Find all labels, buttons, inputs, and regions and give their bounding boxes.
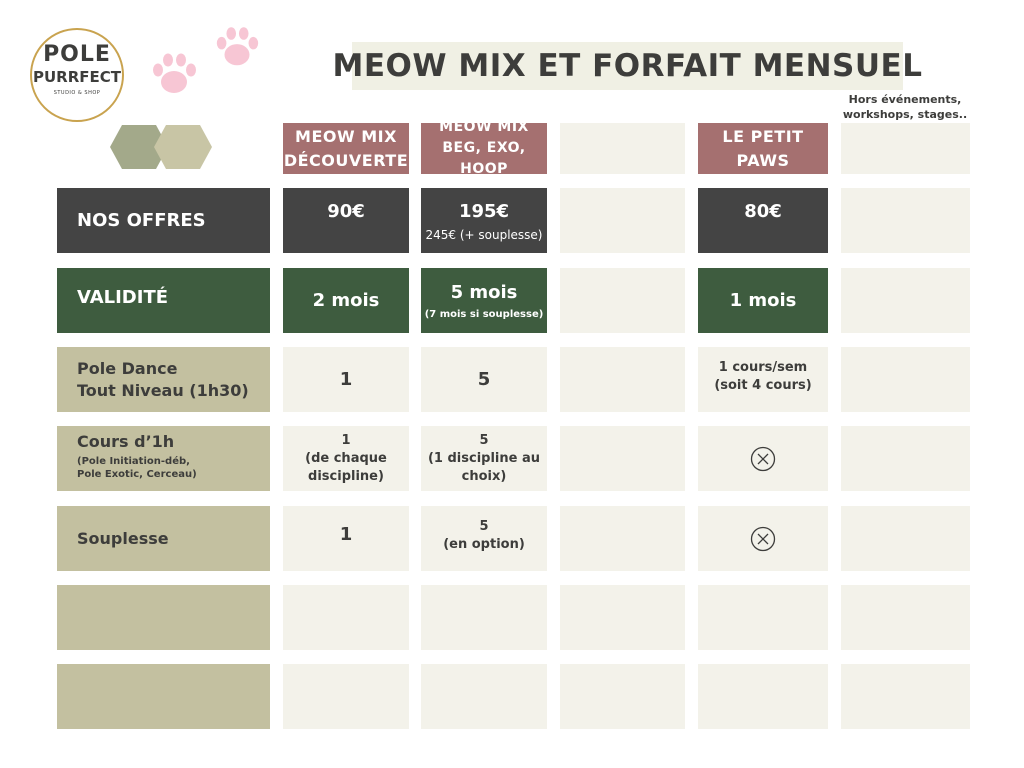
count-cell: 1 cours/sem (soit 4 cours) [698,347,828,412]
price-subtext: 245€ (+ souplesse) [425,228,543,242]
column-header-line1: MEOW MIX [295,126,397,146]
validity-cell: 1 mois [698,268,828,333]
page-title: MEOW MIX ET FORFAIT MENSUEL [332,48,923,84]
count-cell: 1 (de chaque discipline) [283,426,409,491]
price-cell: 80€ [698,188,828,253]
row-label-cours-1h: Cours d’1h (Pole Initiation-déb, Pole Ex… [57,426,270,491]
count-cell: 5 (en option) [421,506,547,571]
empty-cell [841,268,970,333]
empty-cell [841,506,970,571]
column-header-line1: LE PETIT [722,126,804,146]
row-label-text: Pole Dance [77,358,178,378]
row-label-souplesse: Souplesse [57,506,270,571]
empty-cell [841,188,970,253]
column-header-empty [841,123,970,174]
empty-cell [560,506,685,571]
studio-logo [30,28,124,122]
column-header-line2: DÉCOUVERTE [283,150,409,170]
column-header-decouverte: MEOW MIX DÉCOUVERTE [283,123,409,174]
empty-cell [841,664,970,729]
count-subtext: discipline) [308,468,384,484]
validity-cell: 5 mois (7 mois si souplesse) [421,268,547,333]
title-background [352,42,903,90]
price-value: 80€ [744,201,782,222]
column-header-empty [560,123,685,174]
count-value: 1 [339,524,353,545]
hexagon-decoration [110,125,212,169]
price-cell: 90€ [283,188,409,253]
empty-cell [560,585,685,650]
logo-text-pole: POLE [43,42,111,67]
count-cell: 1 [283,506,409,571]
count-cell: 5 [421,347,547,412]
count-value: 1 cours/sem [718,360,808,375]
not-included-cell [698,506,828,571]
row-label-subtext: Pole Exotic, Cerceau) [77,469,197,480]
column-header-line2: PAWS [736,150,790,170]
validity-cell: 2 mois [283,268,409,333]
count-cell: 1 [283,347,409,412]
column-header-line1: MEOW MIX [439,119,529,135]
row-label-text: NOS OFFRES [77,210,206,231]
empty-cell [560,347,685,412]
row-label-text: Souplesse [77,528,169,548]
empty-cell [698,664,828,729]
row-label-text: VALIDITÉ [77,287,169,308]
circle-x-icon [750,526,776,551]
empty-cell [421,585,547,650]
count-subtext: (soit 4 cours) [714,378,812,393]
empty-cell [283,585,409,650]
note-text: Hors événements, workshops, stages.. [842,93,968,121]
empty-cell [560,268,685,333]
empty-cell [283,664,409,729]
empty-cell [560,664,685,729]
count-subtext: (de chaque [305,450,387,466]
count-value: 5 [479,519,489,534]
row-label-offres: NOS OFFRES [57,188,270,253]
empty-cell [841,585,970,650]
empty-cell [841,426,970,491]
row-label-empty [57,585,270,650]
price-cell: 195€ 245€ (+ souplesse) [421,188,547,253]
price-value: 195€ [458,201,510,222]
count-cell: 5 (1 discipline au choix) [421,426,547,491]
row-label-text: Tout Niveau (1h30) [77,380,249,400]
price-value: 90€ [327,201,365,222]
count-value: 5 [477,369,491,390]
not-included-cell [698,426,828,491]
empty-cell [841,347,970,412]
column-header-petit-paws: LE PETIT PAWS [698,123,828,174]
count-subtext: choix) [461,468,507,484]
validity-value: 5 mois [450,281,518,303]
count-value: 1 [341,432,351,448]
count-value: 5 [479,432,489,448]
row-label-text: Cours d’1h [77,432,175,451]
empty-cell [698,585,828,650]
row-label-empty [57,664,270,729]
column-header-line2: BEG, EXO, HOOP [442,140,526,177]
row-label-validite: VALIDITÉ [57,268,270,333]
validity-value: 2 mois [312,290,380,311]
logo-text-purrfect: PURRFECT [32,68,121,86]
logo-text-studio: STUDIO & SHOP [53,90,101,96]
circle-x-icon [750,446,776,471]
validity-subtext: (7 mois si souplesse) [424,308,544,320]
column-header-beg-exo-hoop: MEOW MIX BEG, EXO, HOOP [421,119,547,177]
count-value: 1 [339,369,353,390]
empty-cell [421,664,547,729]
count-subtext: (1 discipline au [427,450,541,466]
count-subtext: (en option) [443,537,525,552]
row-label-pole-dance: Pole Dance Tout Niveau (1h30) [57,347,270,412]
validity-value: 1 mois [729,290,797,311]
row-label-subtext: (Pole Initiation-déb, [77,456,190,467]
empty-cell [560,188,685,253]
paw-print-icon [153,53,196,93]
paw-print-icon [216,27,259,66]
empty-cell [560,426,685,491]
